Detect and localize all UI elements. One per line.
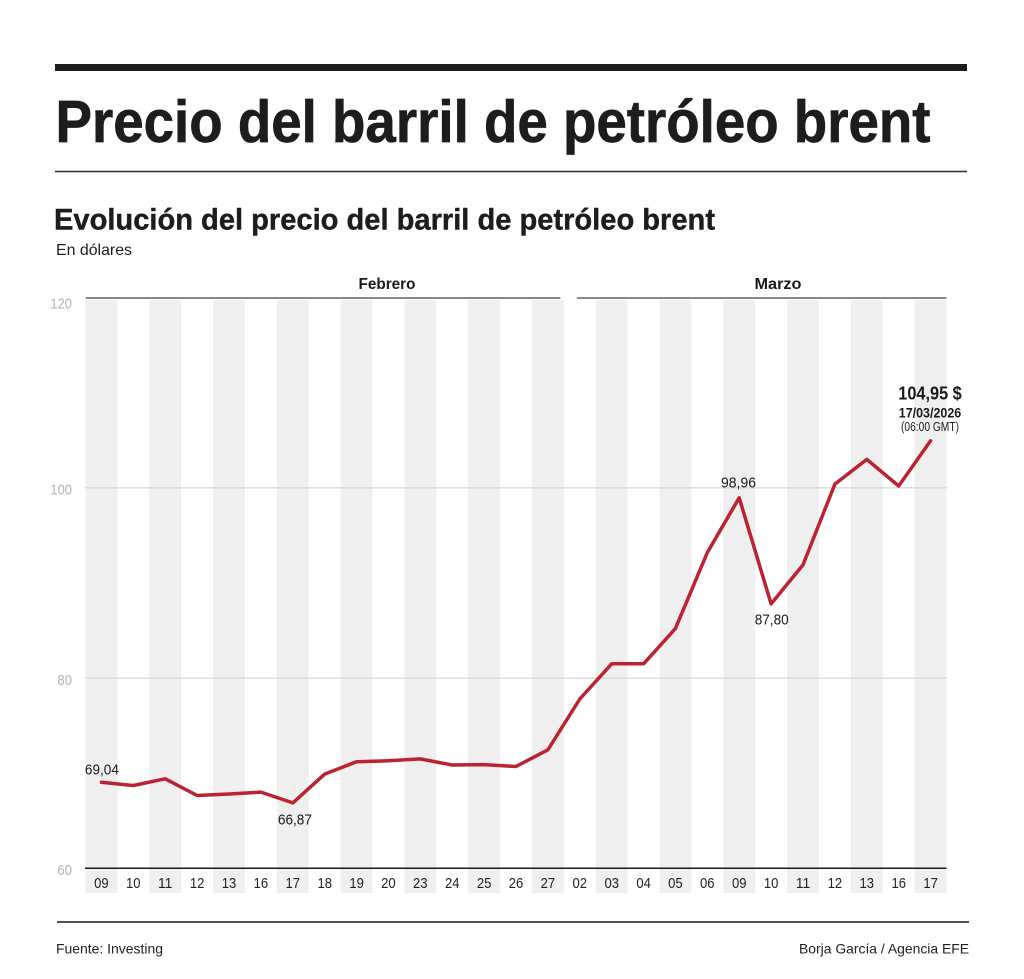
svg-text:Fuente: Investing: Fuente: Investing (56, 941, 163, 957)
svg-text:17: 17 (923, 875, 938, 892)
svg-text:100: 100 (50, 482, 72, 499)
svg-text:69,04: 69,04 (85, 762, 119, 779)
svg-text:(06:00 GMT): (06:00 GMT) (901, 420, 959, 434)
svg-text:06: 06 (700, 875, 715, 892)
svg-text:12: 12 (190, 875, 205, 892)
svg-text:25: 25 (477, 875, 492, 892)
svg-text:104,95 $: 104,95 $ (898, 384, 962, 404)
svg-text:04: 04 (636, 875, 651, 892)
svg-text:18: 18 (317, 875, 332, 892)
svg-text:26: 26 (509, 875, 524, 892)
svg-text:Evolución del precio del barri: Evolución del precio del barril de petró… (54, 204, 715, 237)
svg-text:13: 13 (860, 875, 875, 892)
svg-text:27: 27 (541, 875, 556, 892)
svg-text:10: 10 (126, 875, 141, 892)
svg-text:Borja García / Agencia EFE: Borja García / Agencia EFE (799, 941, 969, 957)
svg-text:Marzo: Marzo (755, 276, 802, 293)
svg-text:16: 16 (891, 875, 906, 892)
svg-text:98,96: 98,96 (721, 475, 756, 492)
svg-text:66,87: 66,87 (278, 812, 312, 829)
svg-text:Precio del barril de petróleo: Precio del barril de petróleo brent (56, 89, 931, 155)
svg-text:12: 12 (828, 875, 843, 892)
svg-text:Febrero: Febrero (359, 276, 416, 293)
svg-text:87,80: 87,80 (755, 612, 789, 629)
svg-text:23: 23 (413, 875, 428, 892)
svg-text:En dólares: En dólares (56, 242, 132, 259)
svg-text:17/03/2026: 17/03/2026 (899, 405, 962, 421)
svg-text:17: 17 (286, 875, 301, 892)
svg-text:02: 02 (573, 875, 588, 892)
svg-text:120: 120 (50, 295, 72, 312)
svg-text:16: 16 (254, 875, 269, 892)
svg-text:60: 60 (57, 862, 72, 879)
svg-text:09: 09 (94, 875, 109, 892)
svg-text:80: 80 (57, 672, 72, 689)
svg-text:03: 03 (604, 875, 619, 892)
svg-text:11: 11 (796, 875, 811, 892)
svg-text:20: 20 (381, 875, 396, 892)
svg-text:24: 24 (445, 875, 460, 892)
svg-text:11: 11 (158, 875, 173, 892)
svg-text:13: 13 (222, 875, 237, 892)
svg-text:19: 19 (349, 875, 364, 892)
svg-text:05: 05 (668, 875, 683, 892)
svg-text:09: 09 (732, 875, 747, 892)
svg-text:10: 10 (764, 875, 779, 892)
